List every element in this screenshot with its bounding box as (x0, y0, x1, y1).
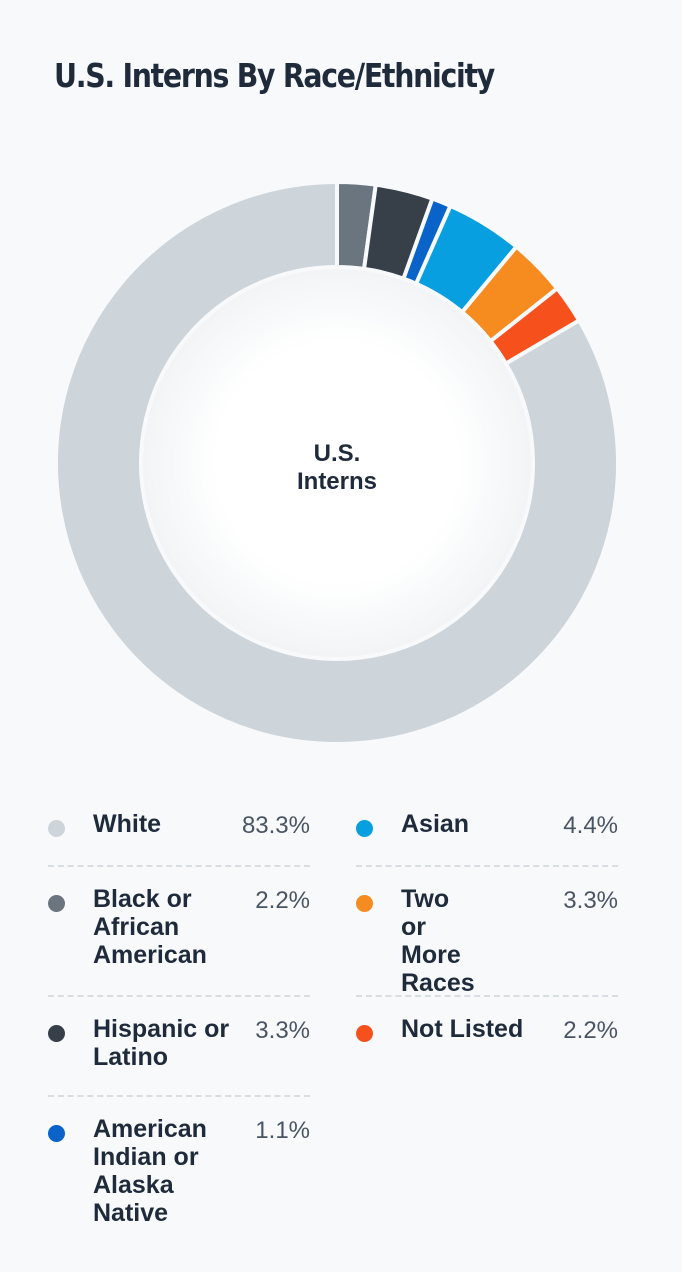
center-label: U.S. Interns (296, 440, 377, 495)
legend-swatch (356, 820, 373, 837)
legend-swatch (48, 895, 65, 912)
legend-divider (356, 865, 618, 867)
legend-swatch (356, 895, 373, 912)
legend-label: American Indian or Alaska Native (93, 1115, 207, 1227)
legend-label: Black or African American (93, 885, 207, 969)
legend-divider (48, 995, 310, 997)
legend-value: 4.4% (563, 812, 618, 839)
legend-swatch (356, 1025, 373, 1042)
slice-white[interactable] (54, 179, 620, 746)
legend-swatch (48, 1025, 65, 1042)
legend-swatch (48, 1125, 65, 1142)
legend-divider (48, 865, 310, 867)
legend-label: Not Listed (401, 1015, 524, 1043)
legend-value: 3.3% (563, 887, 618, 914)
legend-value: 3.3% (255, 1017, 310, 1044)
donut-chart (54, 179, 620, 746)
legend-divider (356, 995, 618, 997)
legend-label: Asian (401, 810, 470, 838)
legend-label: Hispanic or Latino (93, 1015, 230, 1071)
donut-hole (143, 269, 531, 657)
legend-label: Two or More Races (401, 885, 475, 997)
legend-value: 83.3% (241, 812, 310, 839)
legend-label: White (93, 810, 162, 838)
legend-value: 1.1% (255, 1117, 310, 1144)
legend-value: 2.2% (255, 887, 310, 914)
legend-swatch (48, 820, 65, 837)
chart-title: U.S. Interns By Race/Ethnicity (54, 56, 495, 95)
legend-divider (48, 1095, 310, 1097)
legend-value: 2.2% (563, 1017, 618, 1044)
